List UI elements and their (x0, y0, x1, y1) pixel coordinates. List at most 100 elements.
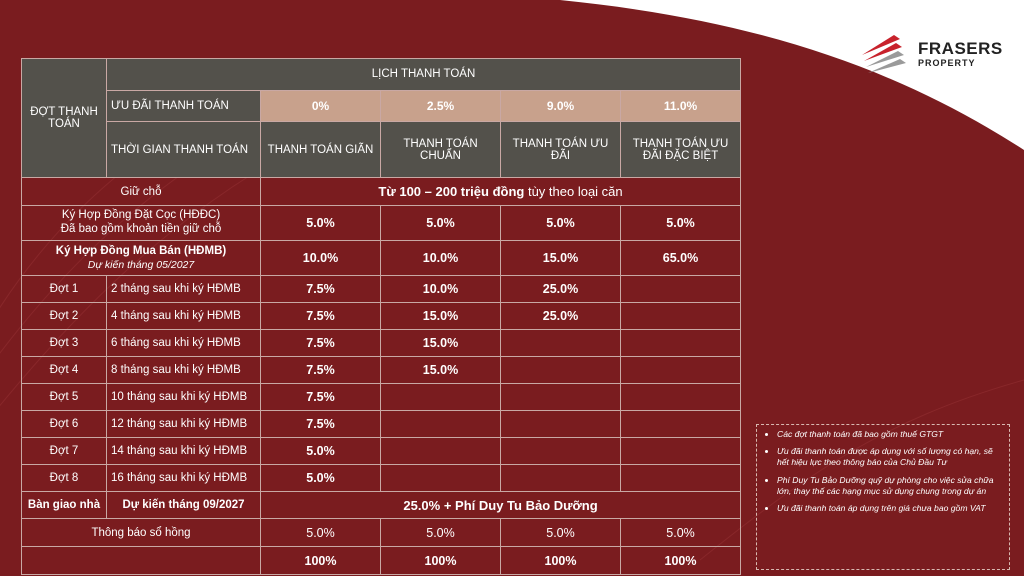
installment-value (500, 410, 621, 438)
installment-dot: Đợt 3 (21, 329, 107, 357)
plan-name: THANH TOÁN ƯU ĐÃI ĐẶC BIỆT (619, 121, 742, 178)
handover-label: Bàn giao nhà (21, 491, 107, 519)
contract-value: 65.0% (619, 240, 742, 276)
note-item: Các đợt thanh toán đã bao gồm thuế GTGT (777, 429, 1001, 440)
installment-value (619, 383, 742, 411)
installment-time: 4 tháng sau khi ký HĐMB (106, 302, 261, 330)
deposit-label: Ký Hợp Đồng Đặt Cọc (HĐĐC) Đã bao gồm kh… (21, 205, 261, 241)
discount-row: ƯU ĐÃI THANH TOÁN 0% 2.5% 9.0% 11.0% (22, 89, 742, 123)
installment-value: 7.5% (260, 329, 381, 357)
handover-value: 25.0% + Phí Duy Tu Bảo Dưỡng (259, 491, 742, 519)
reserve-value-rest: tùy theo loại căn (524, 184, 623, 199)
deposit-value: 5.0% (619, 205, 742, 241)
installment-value (500, 329, 621, 357)
dot-header: ĐỢT THANH TOÁN (21, 58, 107, 178)
installment-value: 7.5% (260, 356, 381, 384)
pink-book-value: 5.0% (500, 518, 621, 547)
total-value: 100% (619, 546, 742, 575)
discount-value: 0% (260, 89, 381, 123)
plan-row: THỜI GIAN THANH TOÁN THANH TOÁN GIÃN THA… (22, 121, 742, 178)
installment-value (619, 464, 742, 492)
pink-book-label: Thông báo sổ hồng (21, 518, 261, 547)
installment-value (380, 410, 501, 438)
notes-box: Các đợt thanh toán đã bao gồm thuế GTGT … (756, 424, 1010, 570)
installment-value: 15.0% (380, 356, 501, 384)
contract-value: 10.0% (380, 240, 501, 276)
discount-label: ƯU ĐÃI THANH TOÁN (106, 89, 261, 123)
installment-dot: Đợt 7 (21, 437, 107, 465)
installment-dot: Đợt 1 (21, 275, 107, 303)
installment-value (500, 437, 621, 465)
pink-book-value: 5.0% (260, 518, 381, 547)
reserve-label: Giữ chỗ (21, 177, 261, 206)
installment-value (619, 356, 742, 384)
contract-label: Ký Hợp Đồng Mua Bán (HĐMB) Dự kiến tháng… (21, 240, 261, 276)
installment-value: 15.0% (380, 329, 501, 357)
logo-subtitle: PROPERTY (918, 58, 976, 68)
installment-value (619, 302, 742, 330)
installment-value: 25.0% (500, 302, 621, 330)
total-value: 100% (500, 546, 621, 575)
installment-value (500, 356, 621, 384)
reserve-row: Giữ chỗ Từ 100 – 200 triệu đồng tùy theo… (21, 177, 742, 206)
installment-value (619, 329, 742, 357)
plan-name: THANH TOÁN GIÃN (260, 121, 381, 178)
reserve-value-bold: Từ 100 – 200 triệu đồng (378, 184, 525, 199)
installment-row: Đợt 5 10 tháng sau khi ký HĐMB 7.5% (21, 383, 742, 411)
installment-value: 10.0% (380, 275, 501, 303)
deposit-label-1: Ký Hợp Đồng Đặt Cọc (HĐĐC) (61, 209, 221, 222)
contract-value: 10.0% (260, 240, 381, 276)
total-row: 100% 100% 100% 100% (21, 546, 742, 575)
installment-value (380, 464, 501, 492)
installment-time: 2 tháng sau khi ký HĐMB (106, 275, 261, 303)
deposit-value: 5.0% (260, 205, 381, 241)
installment-value (619, 437, 742, 465)
discount-value: 9.0% (500, 89, 621, 123)
total-value: 100% (260, 546, 381, 575)
installment-value: 5.0% (260, 437, 381, 465)
pink-book-value: 5.0% (380, 518, 501, 547)
installment-row: Đợt 8 16 tháng sau khi ký HĐMB 5.0% (21, 464, 742, 492)
total-value: 100% (380, 546, 501, 575)
installment-value: 7.5% (260, 275, 381, 303)
handover-time: Dự kiến tháng 09/2027 (106, 491, 261, 519)
installment-dot: Đợt 8 (21, 464, 107, 492)
note-item: Ưu đãi thanh toán áp dụng trên giá chưa … (777, 503, 1001, 514)
installment-row: Đợt 6 12 tháng sau khi ký HĐMB 7.5% (21, 410, 742, 438)
frasers-logo-icon (862, 35, 906, 73)
discount-value: 11.0% (619, 89, 742, 123)
reserve-value: Từ 100 – 200 triệu đồng tùy theo loại că… (259, 177, 742, 206)
logo-name: FRASERS (918, 39, 1003, 58)
installment-value (619, 410, 742, 438)
installment-value (500, 383, 621, 411)
schedule-title: LỊCH THANH TOÁN (105, 58, 742, 91)
total-label (21, 546, 261, 575)
discount-value: 2.5% (380, 89, 501, 123)
pink-book-row: Thông báo sổ hồng 5.0% 5.0% 5.0% 5.0% (21, 518, 742, 547)
note-item: Ưu đãi thanh toán được áp dụng với số lư… (777, 446, 1001, 468)
contract-row: Ký Hợp Đồng Mua Bán (HĐMB) Dự kiến tháng… (21, 240, 742, 276)
plan-name: THANH TOÁN CHUẨN (380, 121, 501, 178)
plan-name: THANH TOÁN ƯU ĐÃI (500, 121, 621, 178)
contract-label-2: Dự kiến tháng 05/2027 (87, 258, 195, 271)
installment-value (500, 464, 621, 492)
installment-value: 7.5% (260, 302, 381, 330)
installment-time: 14 tháng sau khi ký HĐMB (106, 437, 261, 465)
installment-value: 15.0% (380, 302, 501, 330)
installment-time: 16 tháng sau khi ký HĐMB (106, 464, 261, 492)
installment-dot: Đợt 6 (21, 410, 107, 438)
handover-row: Bàn giao nhà Dự kiến tháng 09/2027 25.0%… (21, 491, 742, 519)
note-item: Phí Duy Tu Bảo Dưỡng quỹ dự phòng cho vi… (777, 475, 1001, 497)
installment-time: 10 tháng sau khi ký HĐMB (106, 383, 261, 411)
installment-value (380, 383, 501, 411)
installment-value (380, 437, 501, 465)
installment-value (619, 275, 742, 303)
installment-value: 25.0% (500, 275, 621, 303)
installment-dot: Đợt 4 (21, 356, 107, 384)
installment-time: 12 tháng sau khi ký HĐMB (106, 410, 261, 438)
